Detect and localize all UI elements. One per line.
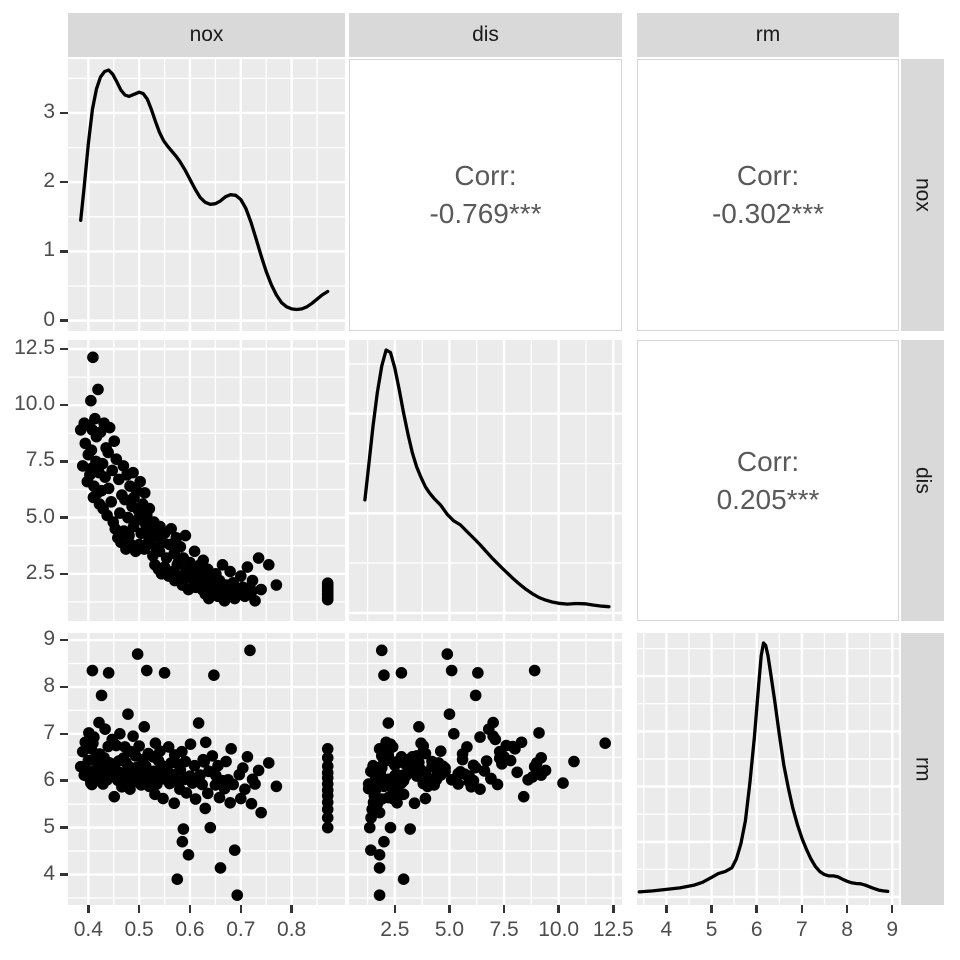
- column-strip-rm-label: rm: [755, 23, 781, 46]
- column-strip-dis-label: dis: [472, 23, 499, 46]
- x-tick-label: 0.4: [73, 918, 103, 941]
- x-tick-mark: [188, 905, 192, 913]
- y-tick-mark: [60, 319, 68, 322]
- y-tick-mark: [60, 572, 68, 576]
- x-tick-label: 0.5: [124, 918, 154, 941]
- x-tick-mark: [87, 905, 90, 913]
- panel-scatter-nox-dis: [68, 340, 345, 621]
- y-tick-label: 1: [43, 238, 55, 262]
- panel-corr-nox-rm: Corr: -0.302***: [637, 59, 899, 331]
- y-tick-mark: [60, 180, 68, 184]
- y-tick-label: 7.5: [25, 448, 55, 472]
- row-strip-nox: nox: [901, 59, 944, 331]
- corr-label: Corr:: [454, 160, 517, 191]
- y-tick-label: 4: [43, 861, 55, 885]
- x-tick-label: 2.5: [380, 918, 410, 941]
- corr-value: -0.302***: [711, 198, 825, 229]
- y-tick-label: 0: [43, 307, 55, 331]
- x-tick-mark: [557, 905, 560, 913]
- correlation-text-dis-rm: Corr: 0.205***: [717, 443, 820, 519]
- corr-value: 0.205***: [716, 483, 820, 515]
- x-tick-mark: [800, 905, 804, 913]
- y-tick-label: 5.0: [25, 504, 55, 528]
- column-strip-rm: rm: [637, 13, 899, 57]
- y-tick-mark: [60, 460, 68, 463]
- x-tick-mark: [890, 905, 894, 913]
- x-tick-mark: [239, 905, 243, 913]
- correlation-text-nox-rm: Corr: -0.302***: [712, 157, 824, 233]
- panel-rm-density: [637, 633, 899, 905]
- y-tick-mark: [60, 347, 68, 351]
- y-tick-mark: [60, 516, 68, 519]
- x-tick-label: 0.7: [226, 918, 256, 941]
- y-tick-mark: [60, 638, 68, 642]
- corr-label: Corr:: [736, 445, 800, 477]
- panel-scatter-dis-rm: [349, 633, 622, 905]
- x-tick-mark: [137, 905, 141, 913]
- corr-value: -0.769***: [429, 198, 542, 229]
- y-axis-dis: 2.5 5.0 7.5 10.0 12.5: [0, 336, 68, 621]
- y-tick-label: 5: [43, 814, 55, 838]
- y-tick-mark: [60, 250, 68, 253]
- y-tick-label: 2: [43, 169, 55, 193]
- x-axis-dis: 2.5 5.0 7.5 10.0 12.5: [349, 905, 634, 955]
- panel-corr-nox-dis: Corr: -0.769***: [349, 59, 622, 331]
- panel-dis-density: [349, 340, 622, 621]
- column-strip-dis: dis: [349, 13, 622, 57]
- y-tick-mark: [60, 826, 68, 829]
- x-axis-rm: 4 5 6 7 8 9: [637, 905, 899, 955]
- x-tick-label: 12.5: [592, 918, 634, 941]
- y-tick-mark: [60, 779, 68, 782]
- x-tick-label: 5: [705, 918, 718, 941]
- row-strip-dis: dis: [901, 340, 944, 621]
- y-tick-label: 2.5: [25, 560, 55, 584]
- y-tick-mark: [60, 111, 68, 115]
- panel-scatter-nox-rm: [68, 633, 345, 905]
- y-tick-mark: [60, 732, 68, 736]
- column-strip-nox: nox: [68, 13, 345, 57]
- y-tick-label: 3: [43, 99, 55, 123]
- correlation-text-nox-dis: Corr: -0.769***: [429, 157, 541, 233]
- panel-corr-dis-rm: Corr: 0.205***: [637, 340, 899, 621]
- x-tick-mark: [448, 905, 451, 913]
- x-tick-label: 8: [841, 918, 853, 941]
- x-tick-mark: [845, 905, 849, 913]
- x-tick-label: 7.5: [489, 918, 519, 941]
- y-tick-mark: [60, 685, 68, 689]
- y-tick-label: 6: [43, 767, 55, 791]
- x-tick-mark: [393, 905, 397, 913]
- y-tick-label: 10.0: [14, 392, 55, 416]
- row-strip-rm: rm: [901, 633, 944, 905]
- y-tick-label: 7: [43, 720, 55, 744]
- x-tick-label: 10.0: [538, 918, 580, 941]
- row-strip-nox-label: nox: [911, 178, 935, 212]
- y-axis-nox-density: 0 1 2 3: [0, 59, 68, 331]
- x-tick-label: 9: [886, 918, 899, 941]
- y-tick-label: 9: [43, 627, 55, 651]
- x-axis-nox: 0.4 0.5 0.6 0.7 0.8: [68, 905, 345, 955]
- y-tick-mark: [60, 873, 68, 876]
- x-tick-label: 6: [750, 918, 763, 941]
- x-tick-label: 0.8: [277, 918, 307, 941]
- y-tick-label: 8: [43, 673, 55, 697]
- x-tick-label: 0.6: [175, 918, 205, 941]
- x-tick-label: 4: [660, 918, 673, 941]
- y-tick-mark: [60, 403, 68, 407]
- corr-label: Corr:: [736, 160, 800, 191]
- y-tick-label: 12.5: [14, 336, 55, 359]
- panel-nox-density: [68, 59, 345, 331]
- x-tick-label: 7: [796, 918, 808, 941]
- x-tick-mark: [290, 905, 293, 913]
- y-axis-rm: 4 5 6 7 8 9: [0, 627, 68, 905]
- row-strip-dis-label: dis: [911, 467, 935, 494]
- column-strip-nox-label: nox: [189, 23, 224, 46]
- x-tick-mark: [665, 905, 668, 913]
- x-tick-mark: [710, 905, 713, 913]
- x-tick-label: 5.0: [434, 918, 465, 941]
- x-tick-mark: [755, 905, 758, 913]
- x-tick-mark: [502, 905, 506, 913]
- row-strip-rm-label: rm: [911, 756, 935, 782]
- x-tick-mark: [612, 905, 615, 913]
